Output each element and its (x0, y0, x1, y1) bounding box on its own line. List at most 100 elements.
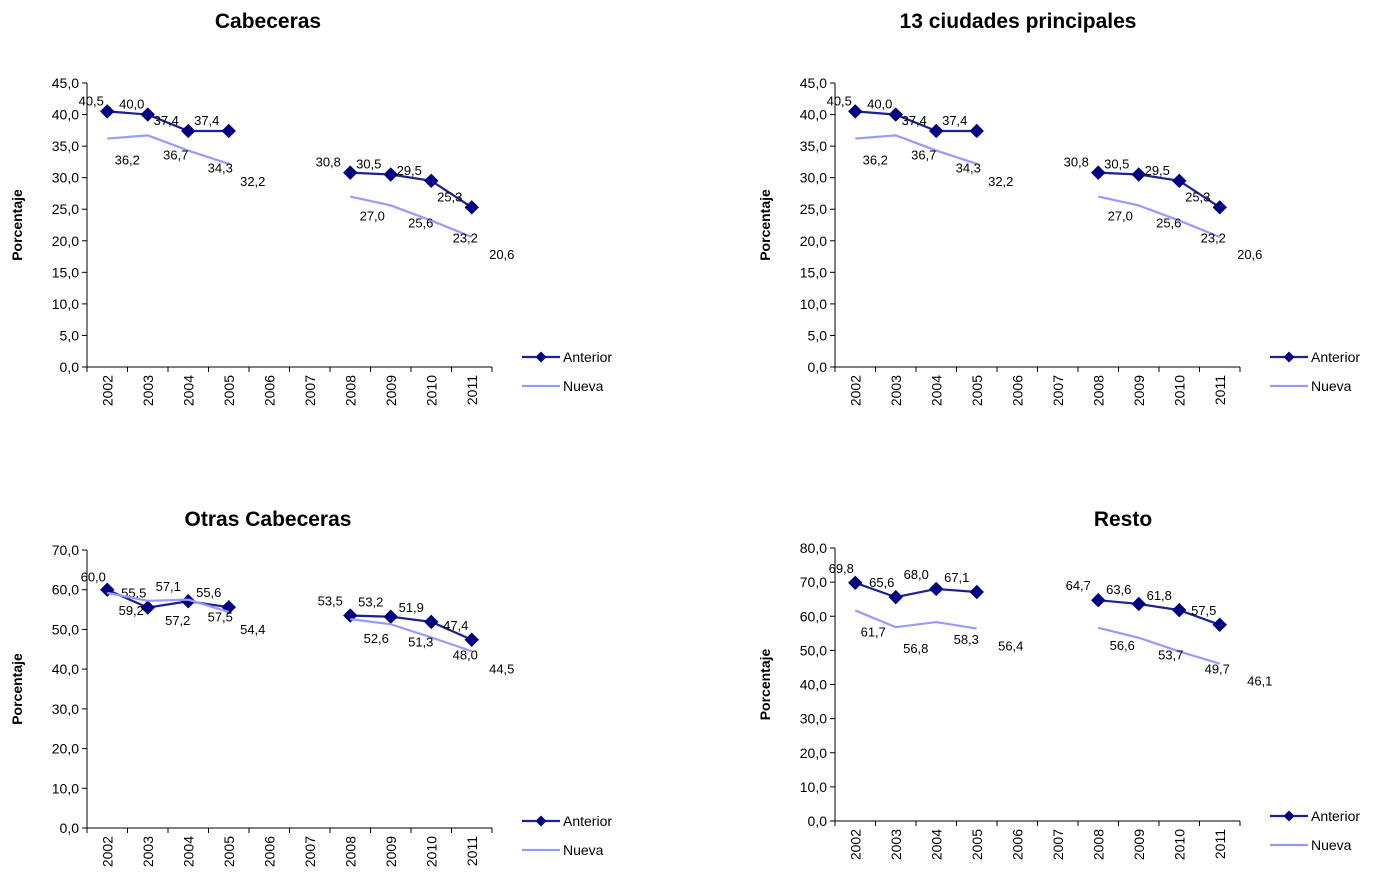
x-tick-label: 2008 (342, 836, 358, 867)
data-label-nueva: 59,2 (119, 603, 144, 618)
data-label-nueva: 36,2 (863, 153, 888, 168)
data-label-nueva: 53,7 (1158, 648, 1183, 663)
y-tick-label: 35,0 (800, 138, 827, 154)
x-tick-label: 2007 (1050, 375, 1066, 406)
y-tick-label: 40,0 (52, 661, 79, 677)
y-tick-label: 5,0 (60, 327, 80, 343)
y-tick-label: 0,0 (808, 813, 828, 829)
data-point-anterior (1131, 167, 1146, 182)
data-point-anterior (140, 107, 155, 122)
y-tick-label: 70,0 (800, 574, 827, 590)
x-tick-label: 2005 (969, 375, 985, 406)
series-line-nueva (1098, 195, 1221, 239)
series-line-nueva (107, 134, 230, 165)
data-label-nueva: 61,7 (861, 624, 886, 639)
data-label-nueva: 23,2 (1201, 231, 1226, 246)
x-tick-label: 2009 (383, 836, 399, 867)
x-tick-label: 2009 (1131, 375, 1147, 406)
x-tick-label: 2008 (342, 375, 358, 406)
data-label-anterior: 37,4 (942, 113, 967, 128)
data-label-nueva: 23,2 (453, 231, 478, 246)
x-tick-label: 2007 (302, 836, 318, 867)
data-label-anterior: 40,5 (827, 93, 852, 108)
x-tick-label: 2011 (464, 836, 480, 866)
legend-label-anterior: Anterior (563, 349, 612, 365)
data-point-anterior (1131, 596, 1146, 612)
chart-svg: Otras Cabeceras Porcentaje 0,0 10,0 20,0 30,0… (9, 508, 612, 867)
y-tick-label: 50,0 (800, 642, 827, 658)
data-label-anterior: 40,5 (79, 93, 104, 108)
data-label-nueva: 48,0 (453, 647, 478, 662)
data-point-anterior (343, 165, 358, 180)
x-tick-label: 2005 (221, 375, 237, 406)
y-tick-label: 30,0 (52, 170, 79, 186)
chart-title: Resto (1094, 508, 1152, 531)
y-tick-label: 20,0 (800, 233, 827, 249)
chart-svg: 13 ciudades principales Porcentaje 0,0 5,0 1… (757, 10, 1360, 406)
series-line-nueva (1097, 626, 1221, 665)
data-label-nueva: 44,5 (489, 661, 514, 676)
y-tick-label: 20,0 (52, 741, 79, 757)
data-label-nueva: 49,7 (1205, 661, 1230, 676)
y-tick-label: 0,0 (60, 359, 80, 375)
series-line-anterior (854, 581, 977, 599)
data-point-anterior (221, 123, 236, 139)
data-label-anterior: 40,0 (867, 97, 892, 112)
x-tick-label: 2010 (423, 836, 439, 867)
y-tick-label: 0,0 (60, 820, 80, 836)
chart-title: 13 ciudades principales (900, 10, 1137, 33)
series-line-anterior (1098, 599, 1221, 626)
chart-title: Otras Cabeceras (185, 508, 352, 531)
data-label-anterior: 53,2 (358, 595, 383, 610)
data-point-anterior (1172, 602, 1187, 618)
data-point-anterior (1091, 165, 1106, 180)
y-tick-label: 0,0 (808, 359, 828, 375)
data-label-nueva: 36,7 (163, 147, 188, 162)
data-label-anterior: 57,5 (1191, 603, 1216, 618)
legend-label-anterior: Anterior (1311, 808, 1360, 824)
data-label-nueva: 56,8 (903, 641, 928, 656)
data-label-nueva: 34,3 (956, 161, 981, 176)
series-line-anterior (350, 614, 473, 641)
legend-label-anterior: Anterior (563, 813, 612, 829)
data-point-anterior (100, 104, 115, 119)
y-tick-label: 40,0 (800, 677, 827, 693)
data-label-nueva: 36,2 (115, 153, 140, 168)
x-tick-label: 2007 (302, 375, 318, 406)
data-label-anterior: 40,0 (119, 97, 144, 112)
chart-svg: Resto Porcentaje 0,0 10,0 20,0 30,0 40,0 50,0 60… (757, 508, 1360, 860)
y-tick-label: 45,0 (800, 75, 827, 91)
y-tick-label: 20,0 (52, 233, 79, 249)
y-tick-label: 80,0 (800, 540, 827, 556)
data-label-nueva: 32,2 (988, 174, 1013, 189)
data-label-anterior: 53,5 (318, 594, 343, 609)
series-line-anterior (1098, 171, 1221, 209)
x-tick-label: 2007 (1050, 829, 1066, 860)
data-label-nueva: 54,4 (240, 622, 265, 637)
data-point-anterior (424, 614, 439, 630)
series-line-anterior (350, 171, 473, 209)
data-label-anterior: 29,5 (1145, 163, 1170, 178)
data-label-nueva: 27,0 (1108, 209, 1133, 224)
data-point-anterior (1172, 173, 1187, 189)
data-label-anterior: 61,8 (1147, 588, 1172, 603)
data-label-nueva: 25,6 (1156, 215, 1181, 230)
data-label-nueva: 27,0 (360, 209, 385, 224)
data-label-anterior: 30,8 (1064, 155, 1089, 170)
x-tick-label: 2005 (969, 829, 985, 860)
y-tick-label: 25,0 (52, 201, 79, 217)
legend-marker-anterior (535, 351, 547, 363)
x-tick-label: 2008 (1090, 375, 1106, 406)
data-point-anterior (929, 123, 944, 139)
y-tick-label: 60,0 (800, 608, 827, 624)
data-point-anterior (1212, 617, 1227, 632)
series-line-anterior (855, 110, 977, 133)
data-label-anterior: 29,5 (397, 163, 422, 178)
x-tick-label: 2003 (888, 829, 904, 860)
data-label-anterior: 57,1 (156, 579, 181, 594)
series-line-anterior (106, 588, 229, 609)
x-tick-label: 2011 (464, 375, 480, 405)
legend-label-nueva: Nueva (563, 378, 604, 394)
data-label-nueva: 20,6 (1237, 247, 1262, 262)
y-tick-label: 40,0 (800, 107, 827, 123)
